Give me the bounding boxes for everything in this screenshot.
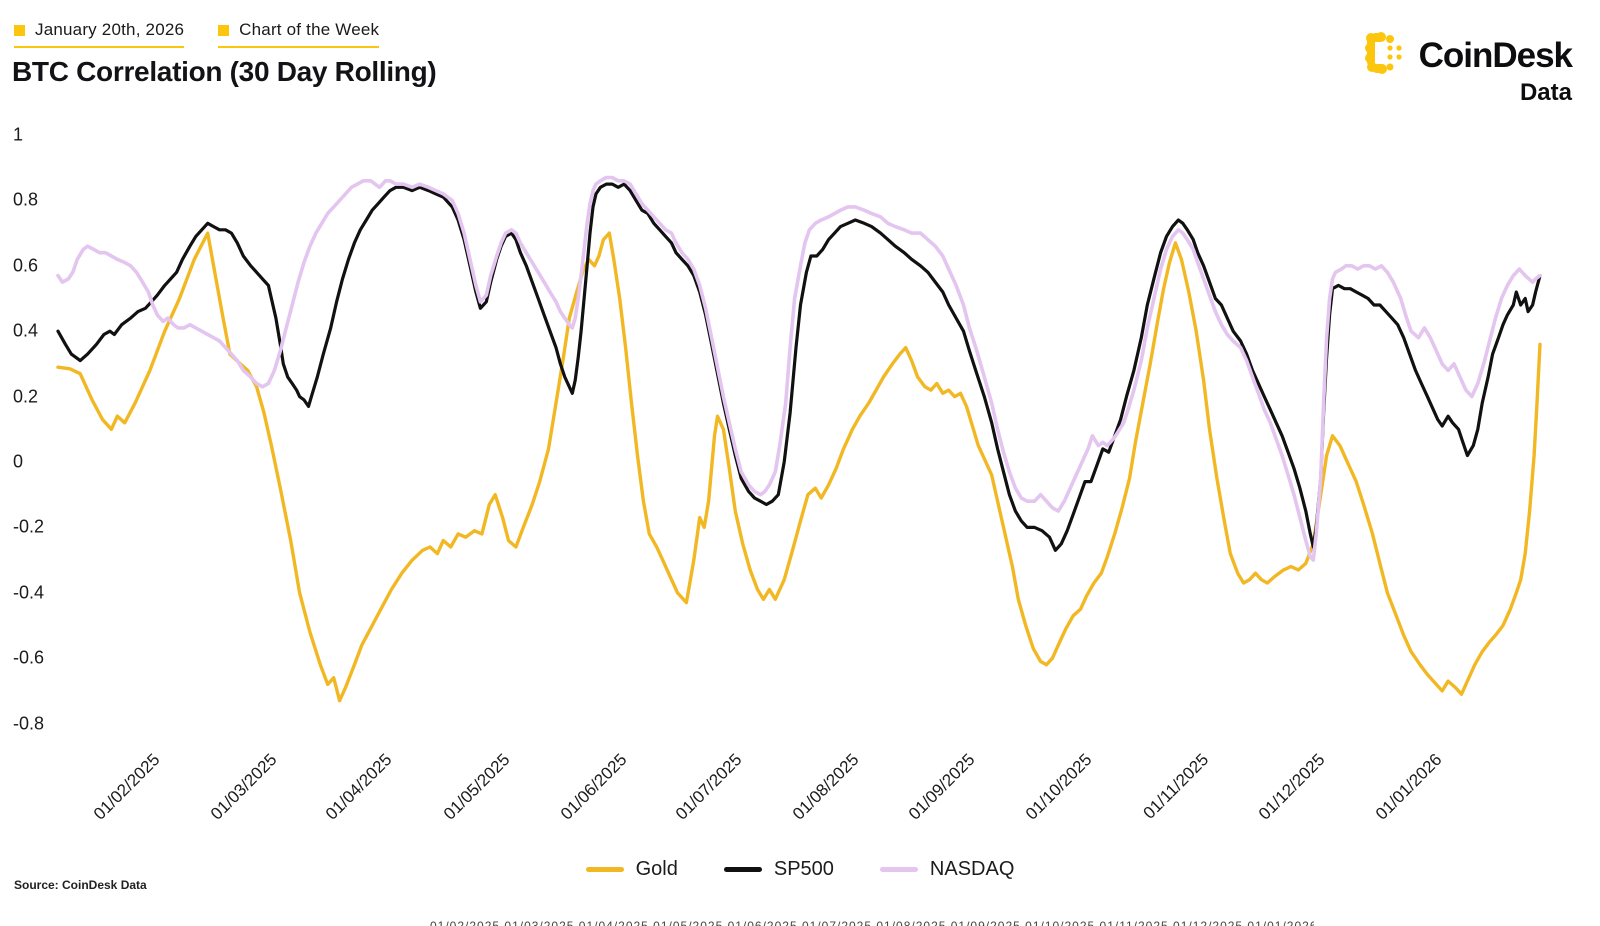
- brand-name: CoinDesk: [1418, 35, 1573, 75]
- yellow-square-icon: [218, 24, 230, 36]
- y-tick-label: 0.8: [13, 189, 39, 210]
- badge-label: Chart of the Week: [239, 20, 380, 39]
- brand-block: CoinDesk Data: [1363, 30, 1573, 107]
- nasdaq-line: [56, 175, 1542, 562]
- source-note: Source: CoinDesk Data: [14, 878, 147, 892]
- chart-of-week-badge: Chart of the Week: [218, 20, 380, 48]
- yellow-square-icon: [14, 24, 25, 36]
- page-title: BTC Correlation (30 Day Rolling): [12, 56, 437, 87]
- clipped-axis-strip: 01/02/2025 01/03/2025 01/04/2025 01/05/2…: [430, 919, 1314, 926]
- legend-swatch-icon: [723, 867, 762, 872]
- legend-label: NASDAQ: [929, 858, 1015, 880]
- legend-item-nasdaq[interactable]: NASDAQ: [879, 858, 1015, 881]
- gold-line: [56, 231, 1542, 703]
- chart-legend: Gold SP500 NASDAQ: [0, 858, 1600, 881]
- clipped-axis-text: 01/02/2025 01/03/2025 01/04/2025 01/05/2…: [430, 919, 1314, 926]
- legend-label: Gold: [635, 858, 678, 880]
- legend-item-sp500[interactable]: SP500: [723, 858, 834, 881]
- y-tick-label: 0.6: [13, 255, 39, 276]
- y-tick-label: -0.6: [13, 647, 45, 668]
- legend-item-gold[interactable]: Gold: [585, 858, 678, 881]
- date-badge: January 20th, 2026: [14, 20, 185, 48]
- y-tick-label: 0.4: [13, 320, 39, 341]
- y-tick-label: 1: [13, 124, 24, 145]
- legend-swatch-icon: [585, 867, 624, 872]
- y-tick-label: -0.2: [13, 516, 45, 537]
- coindesk-logo-icon: [1363, 30, 1409, 81]
- y-tick-label: -0.8: [13, 713, 45, 734]
- y-tick-label: 0.2: [13, 386, 39, 407]
- brand-sub: Data: [1519, 79, 1572, 106]
- legend-swatch-icon: [879, 867, 918, 872]
- legend-label: SP500: [773, 858, 834, 880]
- header: January 20th, 2026 Chart of the Week: [14, 20, 380, 48]
- date-label: January 20th, 2026: [35, 20, 185, 39]
- y-tick-label: 0: [13, 451, 24, 472]
- y-tick-label: -0.4: [13, 582, 45, 603]
